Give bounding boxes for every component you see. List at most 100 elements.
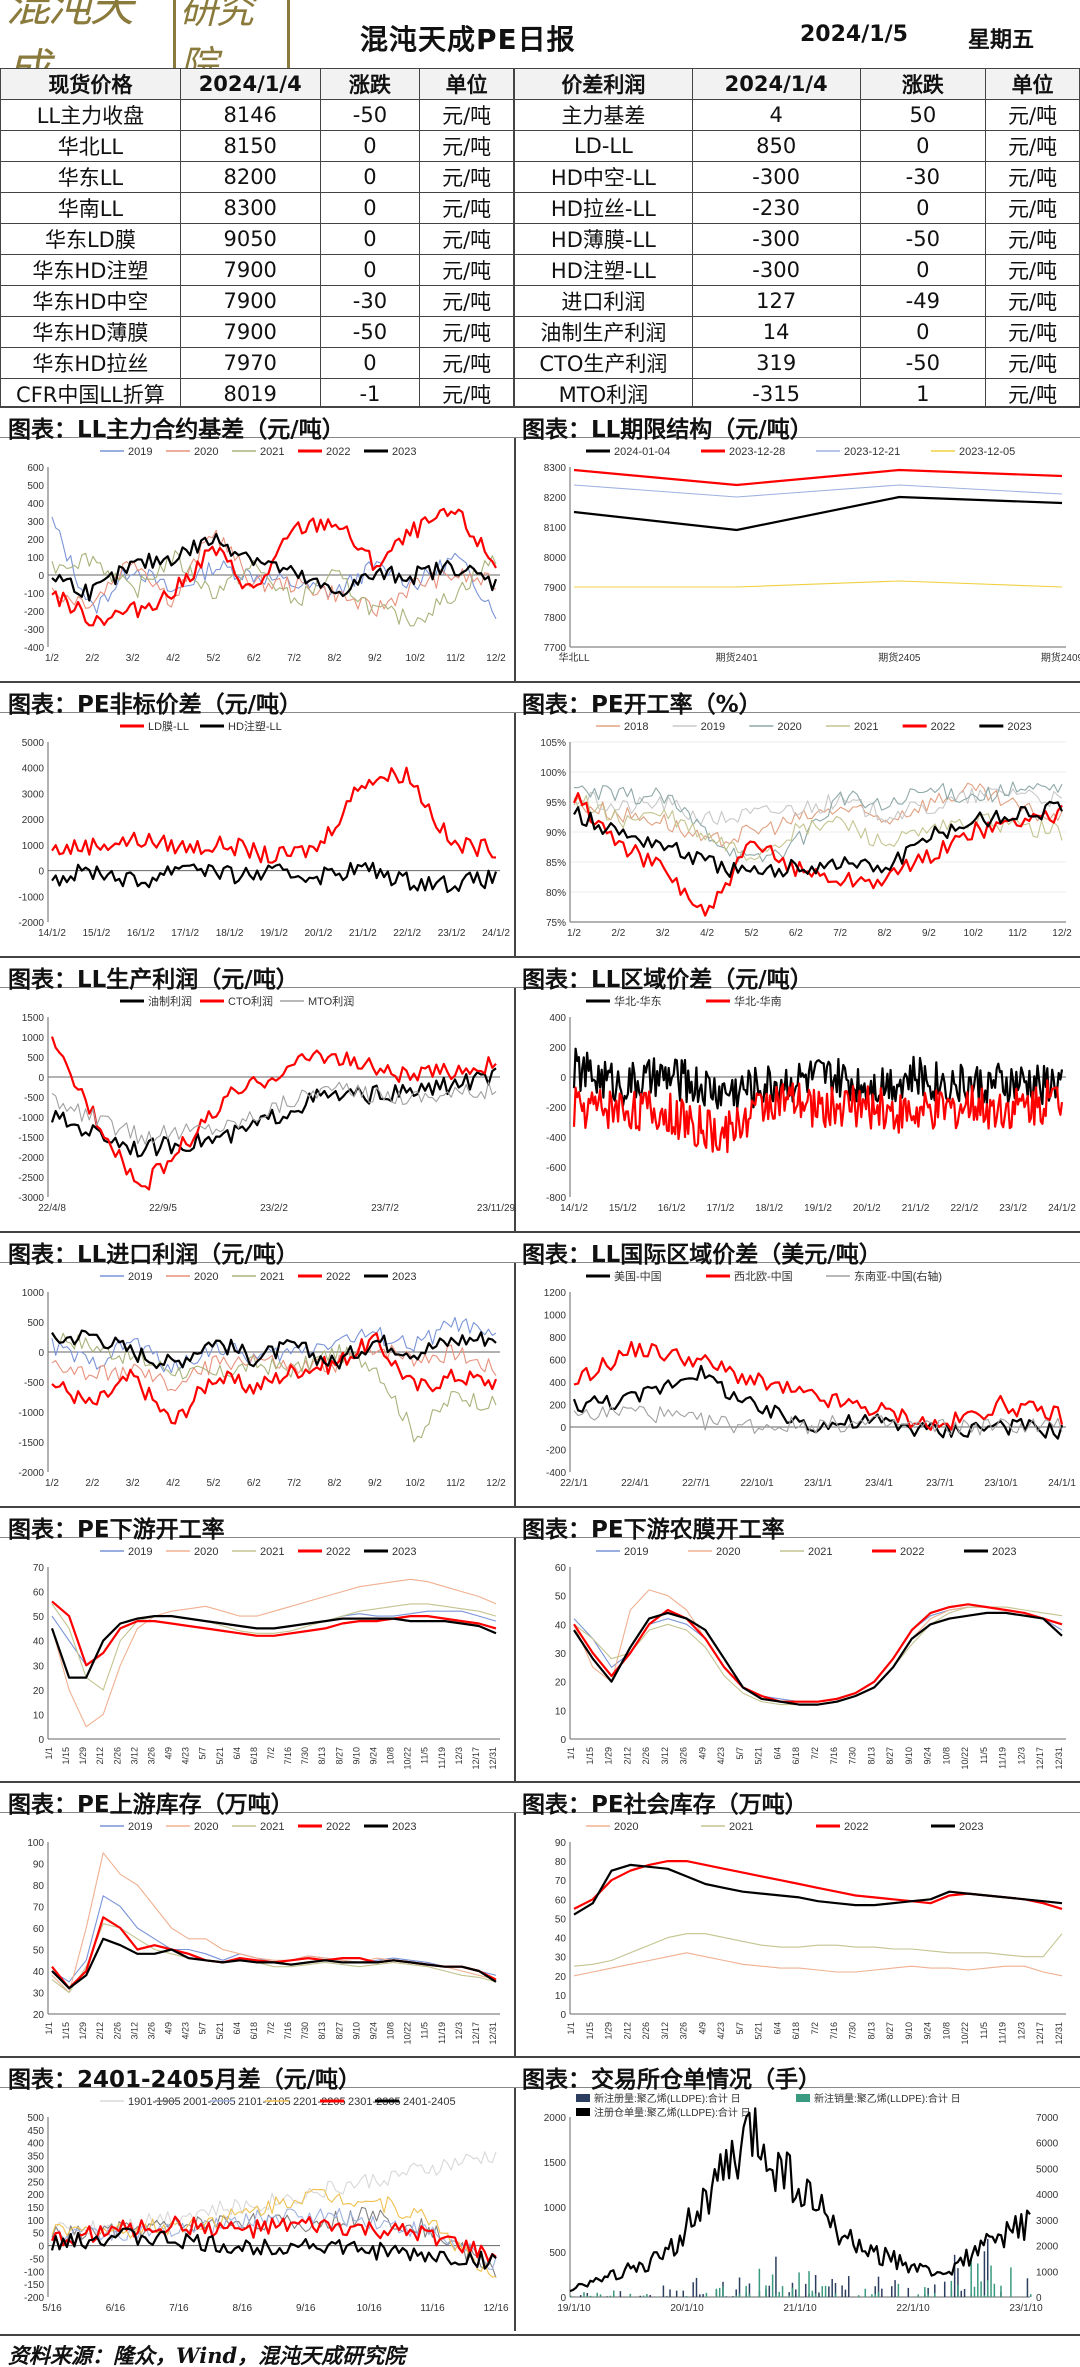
- x-tick-label: 12/31: [488, 2022, 498, 2045]
- table-cell: 元/吨: [419, 254, 514, 286]
- x-tick-label: 11/5: [420, 1747, 430, 1764]
- table-cell: 0: [859, 192, 987, 224]
- x-tick-label: 7/30: [300, 1747, 310, 1765]
- y-tick-label: 600: [549, 1356, 566, 1367]
- y-tick-label: -200: [24, 2293, 44, 2304]
- series-line: [51, 1600, 497, 1667]
- x-tick-label: 期货2409: [1041, 651, 1080, 664]
- series-line: [51, 550, 497, 627]
- y-tick-label: 60: [555, 1895, 567, 1906]
- x-tick-label: 10/2: [406, 653, 426, 664]
- x-tick-label: 7/16: [829, 2022, 839, 2040]
- x-tick-label: 24/1/2: [1048, 1203, 1076, 1214]
- table-cell: 华东HD中空: [0, 285, 181, 317]
- bar: [957, 2284, 959, 2297]
- legend-item: LD膜-LL: [120, 720, 189, 733]
- x-tick-label: 22/10/1: [740, 1478, 774, 1489]
- legend-label: 2020: [194, 1271, 218, 1283]
- legend-label: HD注塑-LL: [228, 719, 282, 733]
- bar: [613, 2290, 615, 2297]
- table-cell: 0: [859, 130, 987, 162]
- x-tick-label: 7/2: [266, 2022, 276, 2035]
- legend-label: 2023-12-21: [844, 446, 900, 458]
- series-line: [51, 1081, 497, 1145]
- bar: [702, 2294, 704, 2297]
- bar: [857, 2295, 860, 2297]
- y-tick-label: -2000: [18, 918, 44, 929]
- legend-item: 新注销量:聚乙烯(LLDPE):合计 日: [796, 2092, 961, 2105]
- x-tick-label: 6/18: [791, 1747, 801, 1765]
- x-tick-label: 11/5: [979, 2022, 989, 2039]
- table-row: MTO利润 -315 1 元/吨: [514, 378, 1080, 410]
- table-row: CFR中国LL折算 8019 -1 元/吨: [0, 378, 514, 410]
- bar: [791, 2287, 794, 2297]
- y-tick-label: 60: [33, 1588, 45, 1599]
- legend-item: 2019: [100, 1546, 152, 1558]
- y-tick-label: 300: [27, 2164, 44, 2175]
- legend-label: 东南亚-中国(右轴): [854, 1269, 942, 1283]
- y-tick-label: 8000: [544, 553, 567, 564]
- bar: [589, 2295, 592, 2297]
- x-tick-label: 7/16: [169, 2303, 189, 2314]
- x-tick-label: 1/29: [604, 2022, 614, 2040]
- legend-label: 2019: [128, 446, 152, 458]
- legend-item: 2023: [364, 1821, 416, 1833]
- x-tick-label: 23/1/1: [804, 1478, 832, 1489]
- legend-label: 2101-2105: [238, 2096, 291, 2108]
- panel-divider: [514, 438, 516, 681]
- x-tick-label: 15/1/2: [609, 1203, 637, 1214]
- x-tick-label: 24/1/1: [1048, 1478, 1076, 1489]
- bar: [649, 2294, 651, 2297]
- table-row: 华东HD注塑 7900 0 元/吨: [0, 254, 514, 286]
- x-tick-label: 10/22: [960, 2022, 970, 2045]
- legend-item: 油制利润: [120, 994, 192, 1008]
- legend-label: 2022: [326, 1546, 350, 1558]
- x-tick-label: 4/9: [164, 2022, 174, 2035]
- y2-tick-label: 6000: [1036, 2139, 1059, 2150]
- y-tick-label: 7800: [544, 613, 567, 624]
- source-footer: 资料来源：隆众，Wind，混沌天成研究院: [0, 2334, 1080, 2367]
- chart-c4: 2018 2019 2020 2021 2022 2023 105% 100% 95% 90% 85…: [540, 721, 1072, 939]
- bar: [619, 2291, 622, 2297]
- chart-title: 图表：PE非标价差（元/吨）: [8, 692, 302, 718]
- table-cell: 元/吨: [985, 161, 1080, 193]
- legend-swatch: [576, 2094, 590, 2102]
- table-row: 华东HD中空 7900 -30 元/吨: [0, 285, 514, 317]
- x-tick-label: 12/17: [471, 2022, 481, 2045]
- table-header-cell: 涨跌: [859, 68, 987, 100]
- x-tick-label: 2/26: [641, 2022, 651, 2040]
- y-tick-label: -600: [546, 1163, 566, 1174]
- series-line: [51, 2207, 497, 2271]
- x-tick-label: 5/7: [198, 1747, 208, 1760]
- bar: [745, 2285, 747, 2297]
- bar: [973, 2286, 976, 2297]
- bar: [924, 2287, 926, 2297]
- section-title-bar: 图表：2401-2405月差（元/吨） 图表：交易所仓单情况（手）: [0, 2056, 1080, 2093]
- legend-label: 2024-01-04: [614, 446, 670, 458]
- x-tick-label: 23/4/1: [865, 1478, 893, 1489]
- x-tick-label: 11/2: [1008, 928, 1027, 939]
- bar: [957, 2268, 959, 2297]
- series-line: [51, 529, 497, 617]
- x-tick-label: 1/2: [567, 928, 581, 939]
- y2-tick-label: 5000: [1036, 2164, 1059, 2175]
- x-tick-label: 6/4: [772, 1747, 782, 1760]
- x-tick-label: 11/16: [420, 2303, 445, 2314]
- y-tick-label: 500: [549, 2248, 566, 2259]
- bar: [874, 2293, 876, 2297]
- table-cell: 元/吨: [985, 254, 1080, 286]
- series-line: [569, 2107, 1031, 2293]
- x-tick-label: 3/2: [126, 653, 140, 664]
- x-tick-label: 2/26: [112, 1747, 122, 1765]
- legend-item: 2019: [100, 446, 152, 458]
- legend-label: 华北-华东: [614, 994, 662, 1008]
- table-cell: -50: [859, 347, 987, 379]
- y-tick-label: 105%: [540, 738, 566, 749]
- y-tick-label: 600: [27, 463, 44, 474]
- bar: [897, 2283, 900, 2297]
- legend-label: 2023: [992, 1546, 1016, 1558]
- x-tick-label: 18/1/2: [216, 928, 244, 939]
- x-tick-label: 4/23: [716, 1747, 726, 1765]
- y-tick-label: 4000: [22, 764, 45, 775]
- y-tick-label: 90: [555, 1838, 567, 1849]
